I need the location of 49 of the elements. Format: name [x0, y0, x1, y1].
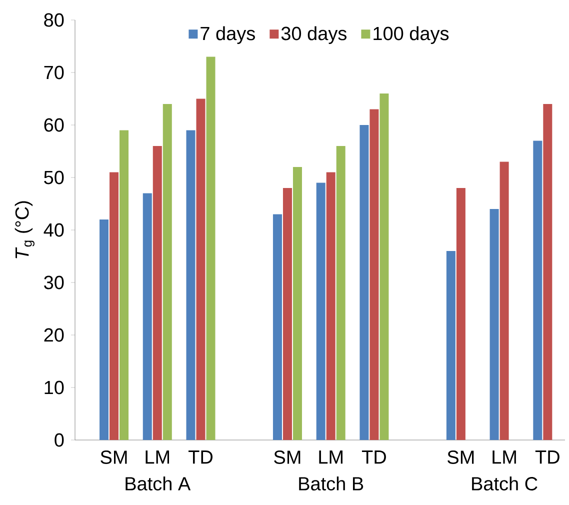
bar: [142, 193, 152, 440]
x-tick-label: LM: [492, 450, 516, 464]
y-tick-label: 40: [44, 223, 64, 237]
bar: [152, 146, 162, 440]
legend-label: 100 days: [374, 26, 449, 44]
y-tick-label: 0: [54, 433, 64, 447]
text: Batch B: [299, 476, 364, 490]
y-tick-label: 60: [44, 118, 64, 132]
bar: [336, 146, 346, 440]
bar: [316, 182, 326, 440]
x-tick-label: SM: [448, 450, 474, 464]
text: Batch A: [126, 476, 191, 490]
bar: [120, 130, 129, 440]
y-tick-label: 70: [44, 66, 64, 80]
x-tick-label: TD: [535, 450, 560, 464]
bar: [282, 188, 292, 440]
bar: [326, 172, 336, 440]
x-tick-label: LM: [319, 450, 342, 464]
bar: [456, 188, 466, 440]
bar: [543, 104, 552, 440]
bar: [186, 130, 196, 440]
text: Batch C: [472, 476, 538, 490]
bar: [292, 167, 302, 440]
y-axis-title: T$_{g}$ (°C): [14, 201, 34, 258]
bar: [110, 172, 119, 440]
x-tick-label: SM: [100, 450, 127, 464]
x-tick-label: TD: [188, 450, 213, 464]
bar: [206, 56, 216, 440]
bar: [500, 162, 509, 440]
y-tick-label: 10: [44, 380, 64, 394]
bar: [100, 220, 109, 440]
x-tick-label: TD: [362, 450, 386, 464]
bar: [196, 98, 206, 440]
legend-label: 7 days: [200, 26, 255, 44]
legend-label: 30 days: [281, 26, 346, 44]
bar: [446, 251, 456, 440]
y-tick-label: 20: [44, 328, 64, 342]
y-tick-label: 30: [44, 276, 64, 290]
bar: [162, 104, 172, 440]
x-tick-label: LM: [146, 450, 170, 464]
bar: [380, 94, 389, 440]
bar: [272, 214, 282, 440]
y-tick-label: 80: [44, 13, 64, 27]
bar: [370, 109, 379, 440]
bar: [490, 209, 499, 440]
bar: [533, 140, 542, 440]
x-tick-label: SM: [274, 450, 300, 464]
y-tick-label: 50: [44, 170, 64, 184]
bar: [360, 125, 369, 440]
